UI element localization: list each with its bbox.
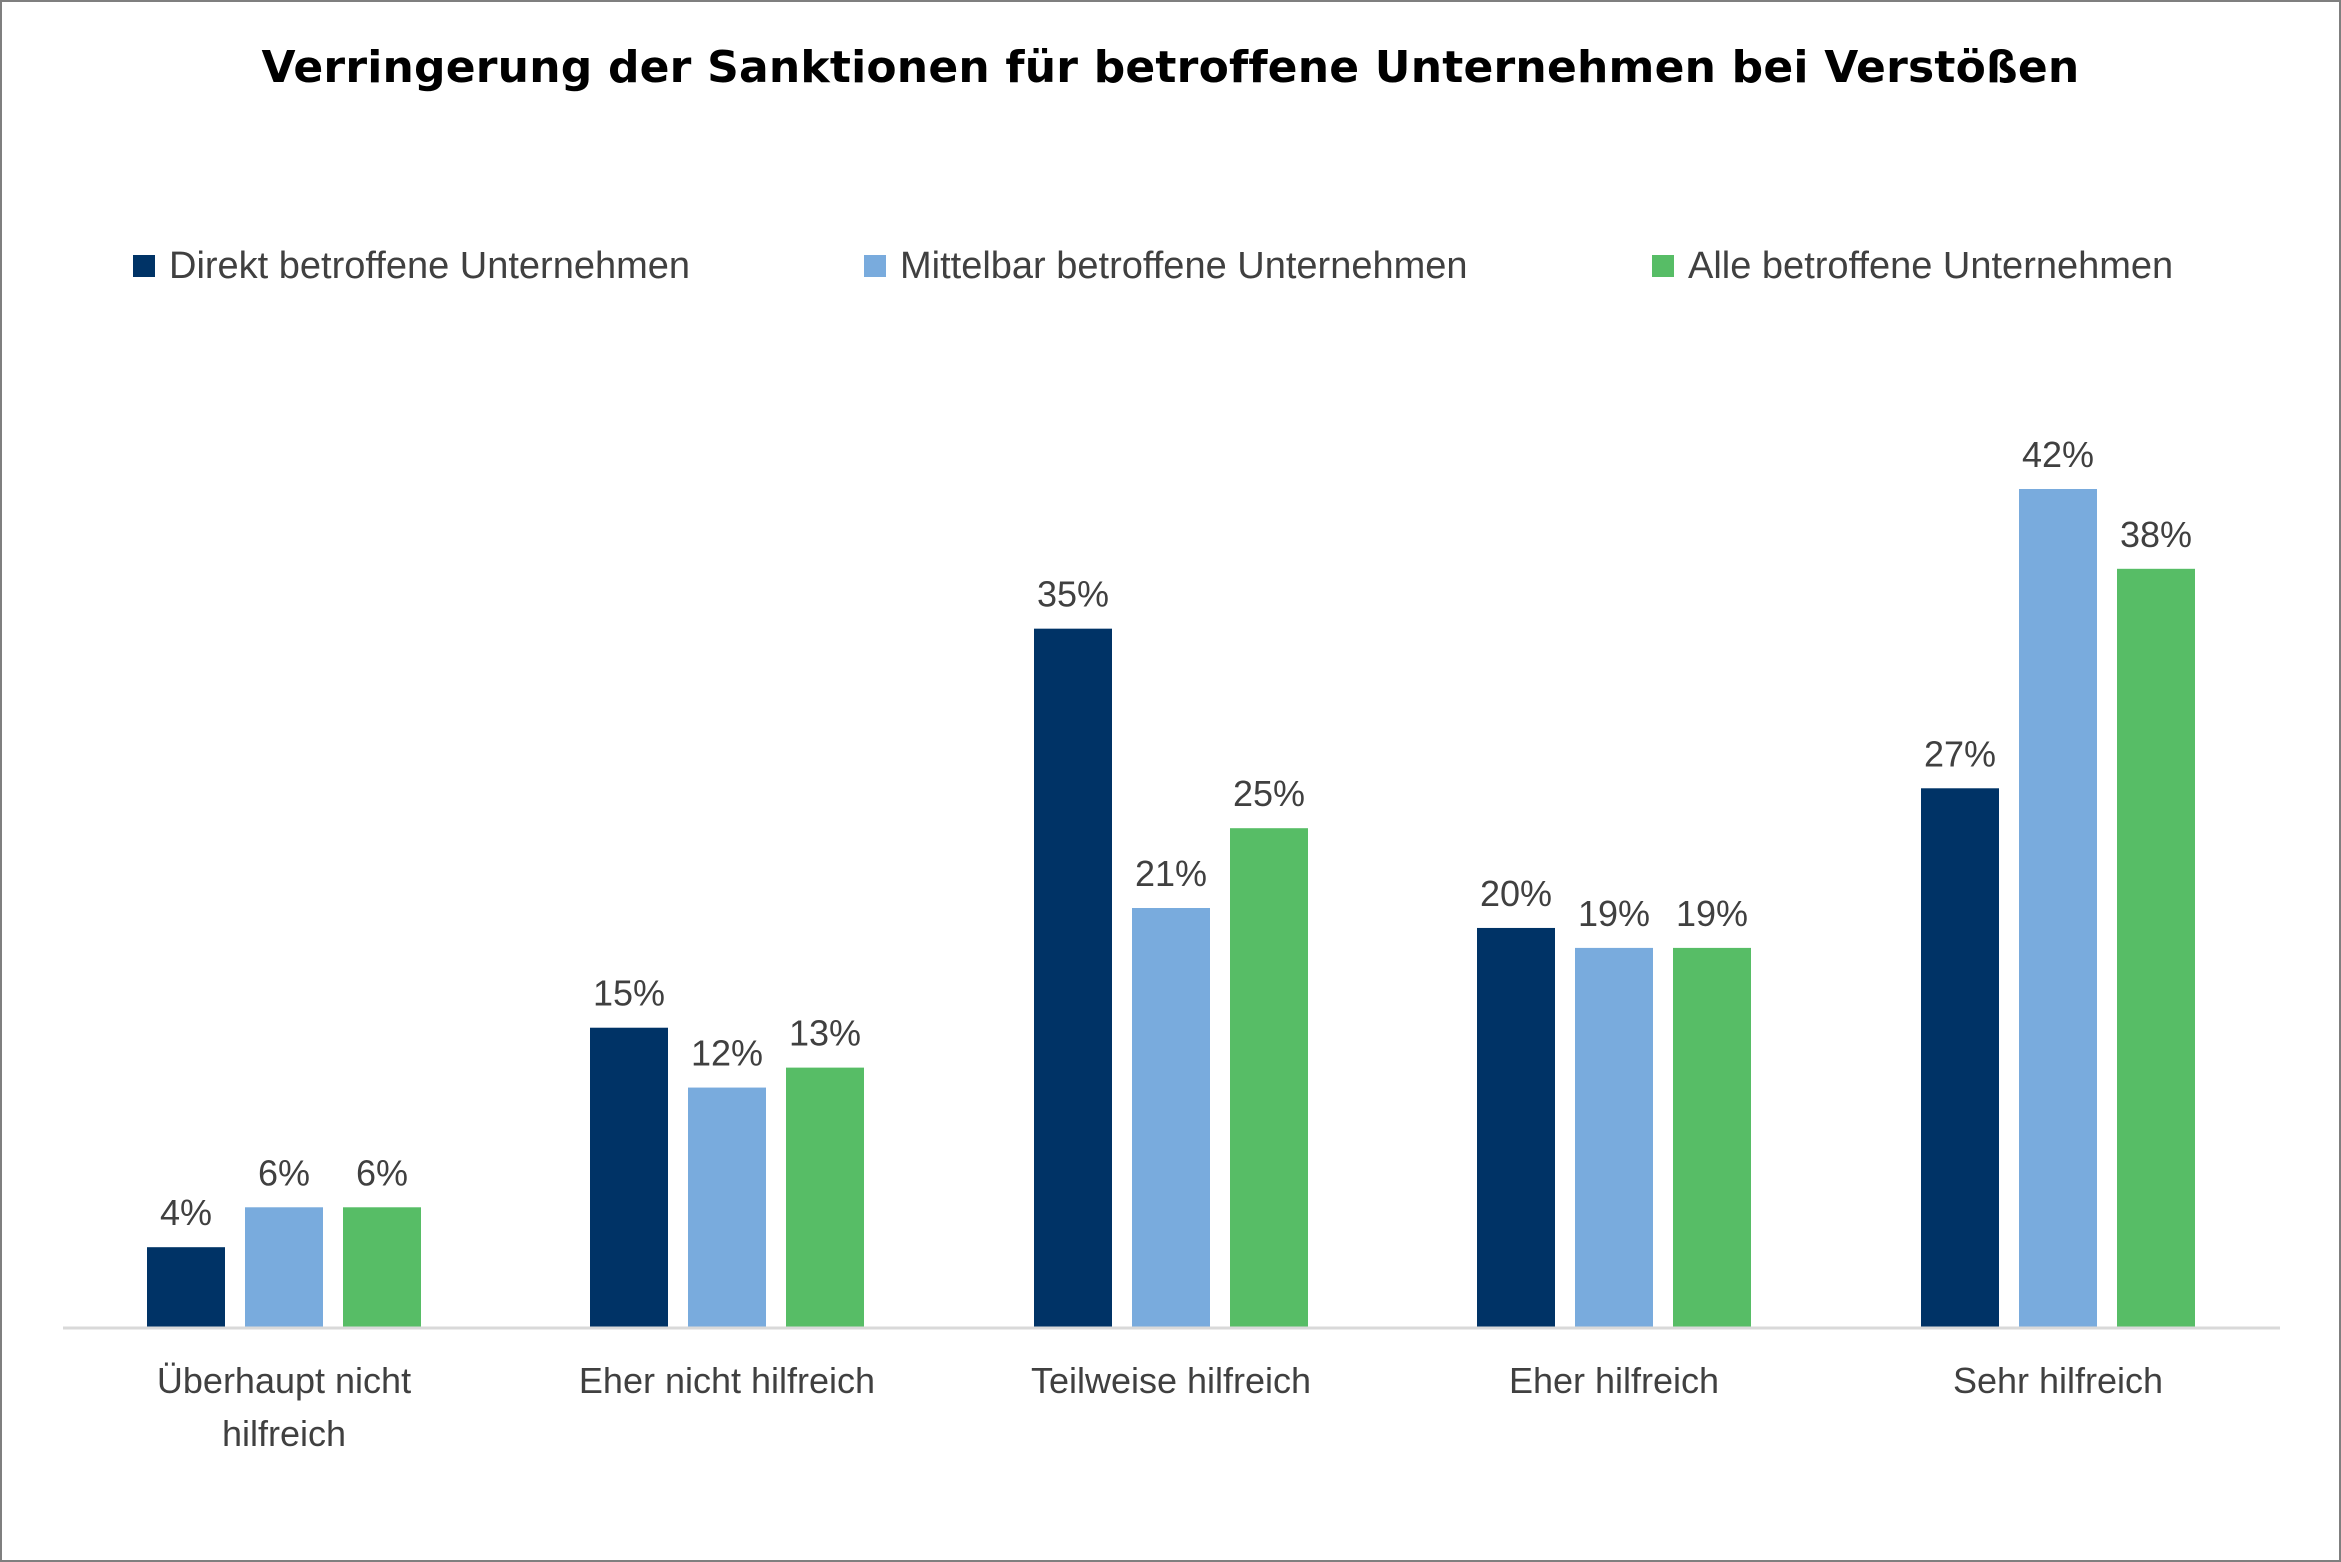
legend-swatch-direkt — [133, 255, 155, 277]
data-label: 19% — [1578, 893, 1650, 934]
legend-item-direkt: Direkt betroffene Unternehmen — [133, 242, 690, 290]
x-tick-label-line: Überhaupt nicht — [157, 1360, 411, 1401]
legend-item-mittelbar: Mittelbar betroffene Unternehmen — [864, 242, 1468, 290]
data-label: 15% — [593, 973, 665, 1014]
bar-direkt-4 — [1921, 788, 1999, 1327]
bar-mittelbar-3 — [1575, 947, 1653, 1327]
bar-mittelbar-0 — [245, 1207, 323, 1327]
data-label: 19% — [1676, 893, 1748, 934]
data-label: 21% — [1135, 853, 1207, 894]
bar-direkt-2 — [1034, 628, 1112, 1327]
data-label: 13% — [789, 1013, 861, 1054]
legend-label-mittelbar: Mittelbar betroffene Unternehmen — [900, 244, 1468, 287]
data-label: 27% — [1924, 733, 1996, 774]
bar-direkt-0 — [147, 1247, 225, 1327]
data-label: 6% — [356, 1152, 408, 1193]
bar-direkt-3 — [1477, 927, 1555, 1327]
legend-label-direkt: Direkt betroffene Unternehmen — [169, 244, 691, 287]
bar-mittelbar-1 — [688, 1087, 766, 1327]
x-tick-label-line: Sehr hilfreich — [1953, 1360, 2163, 1401]
bar-mittelbar-2 — [1132, 908, 1210, 1327]
data-label: 20% — [1480, 873, 1552, 914]
bar-alle-3 — [1673, 947, 1751, 1327]
data-label: 25% — [1233, 773, 1305, 814]
legend-label-alle: Alle betroffene Unternehmen — [1688, 244, 2174, 287]
data-label: 42% — [2022, 434, 2094, 475]
x-tick-label: Sehr hilfreich — [1953, 1360, 2163, 1401]
legend-item-alle: Alle betroffene Unternehmen — [1652, 242, 2173, 290]
x-tick-label: Eher nicht hilfreich — [579, 1360, 875, 1401]
bar-direkt-1 — [590, 1027, 668, 1327]
bar-alle-2 — [1230, 828, 1308, 1327]
x-tick-label: Überhaupt nicht hilfreich — [157, 1360, 411, 1454]
legend-swatch-mittelbar — [864, 255, 886, 277]
data-label: 38% — [2120, 514, 2192, 555]
bar-alle-4 — [2117, 568, 2195, 1327]
x-tick-label: Teilweise hilfreich — [1031, 1360, 1311, 1401]
legend-swatch-alle — [1652, 255, 1674, 277]
x-tick-label-line: Eher nicht hilfreich — [579, 1360, 875, 1401]
x-tick-label-line: hilfreich — [222, 1413, 346, 1454]
bar-mittelbar-4 — [2019, 489, 2097, 1327]
x-tick-label: Eher hilfreich — [1509, 1360, 1719, 1401]
bar-alle-0 — [343, 1207, 421, 1327]
data-label: 6% — [258, 1152, 310, 1193]
data-label: 12% — [691, 1033, 763, 1074]
chart-title: Verringerung der Sanktionen für betroffe… — [261, 42, 2080, 93]
data-label: 35% — [1037, 574, 1109, 615]
bar-alle-1 — [786, 1067, 864, 1327]
x-tick-label-line: Eher hilfreich — [1509, 1360, 1719, 1401]
x-tick-label-line: Teilweise hilfreich — [1031, 1360, 1311, 1401]
data-label: 4% — [160, 1192, 212, 1233]
